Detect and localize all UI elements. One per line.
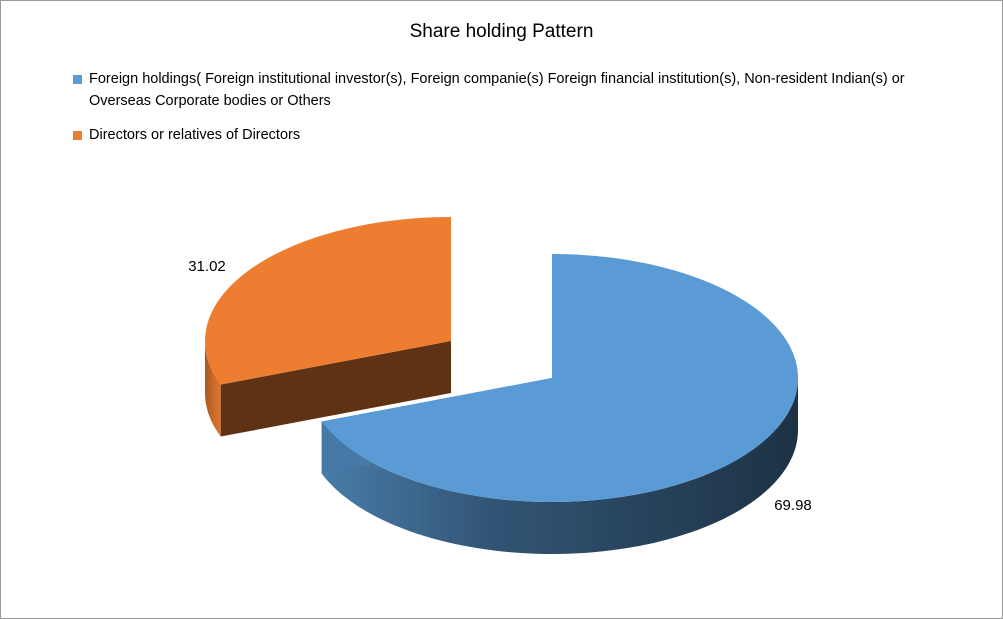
legend-swatch-directors [73,131,82,140]
legend-item-directors: Directors or relatives of Directors [73,124,953,146]
chart-legend: Foreign holdings( Foreign institutional … [73,68,953,158]
pie-slice-1-rim [205,341,221,437]
pie-slice-1 [205,217,451,437]
pie-slice-0 [321,254,798,554]
pie-slice-0-top [321,254,798,502]
pie-slice-1-top [205,217,451,385]
legend-swatch-foreign-holdings [73,75,82,84]
chart-title: Share holding Pattern [409,21,594,42]
pie-slice-0-rim [321,378,798,554]
data-label-0: 69.98 [774,497,812,514]
legend-label-foreign-holdings: Foreign holdings( Foreign institutional … [89,71,905,109]
pie-slice-1-face [220,341,451,437]
legend-label-directors: Directors or relatives of Directors [89,127,301,143]
data-label-1: 31.02 [188,258,226,275]
legend-item-foreign-holdings: Foreign holdings( Foreign institutional … [73,68,953,112]
